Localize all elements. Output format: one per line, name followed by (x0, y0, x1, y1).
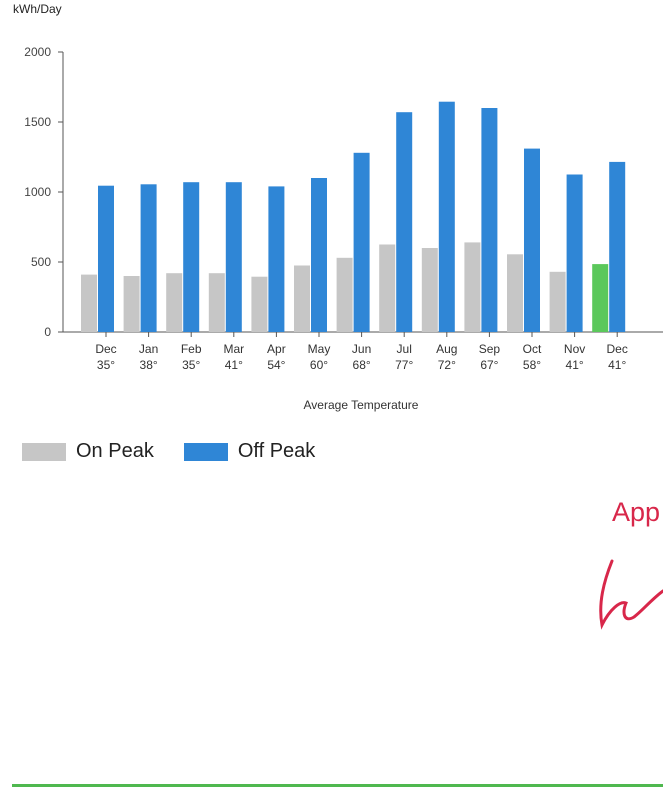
x-tick-label-temperature: 54° (267, 358, 285, 372)
legend-swatch-on-peak (22, 442, 66, 461)
x-tick-label-temperature: 41° (225, 358, 243, 372)
y-tick-label: 1000 (24, 185, 51, 199)
x-tick-label-month: Mar (223, 342, 244, 356)
x-tick-label-month: Aug (436, 342, 457, 356)
signature (599, 559, 663, 630)
bar-on-peak (294, 265, 310, 332)
x-tick-label-month: Dec (607, 342, 628, 356)
bar-on-peak (421, 248, 438, 332)
x-tick-label-temperature: 38° (140, 358, 158, 372)
bar-off-peak (353, 152, 370, 332)
chart: kWh/Day Average Temperature 0 500 1000 1500… (13, 2, 663, 412)
x-tick-label-month: Nov (564, 342, 585, 356)
y-tick-label: 0 (44, 325, 51, 339)
x-tick-labels: Dec 35° Jan 38° Feb 35° Mar 41° Apr 54° May 60° Jun 6… (95, 332, 628, 372)
y-tick-label: 500 (31, 255, 51, 269)
legend-label-on-peak: On Peak (76, 440, 154, 462)
x-tick-label-month: Jul (397, 342, 412, 356)
legend: On Peak Off Peak (22, 440, 345, 463)
bar-off-peak (524, 148, 540, 332)
y-tick-label: 2000 (24, 45, 51, 59)
legend-item-off-peak: Off Peak (183, 440, 316, 463)
bar-off-peak (481, 108, 498, 332)
bar-on-peak (123, 276, 140, 332)
x-axis-label: Average Temperature (304, 398, 419, 412)
bar-on-peak (379, 244, 396, 332)
x-tick-label-temperature: 58° (523, 358, 541, 372)
bar-off-peak (140, 184, 157, 332)
x-tick-label-month: Jan (139, 342, 158, 356)
bar-off-peak (183, 182, 200, 332)
y-tick-label: 1500 (24, 115, 51, 129)
x-tick-label-temperature: 67° (480, 358, 498, 372)
bar-on-peak (592, 264, 609, 332)
x-tick-label-temperature: 72° (438, 358, 456, 372)
x-tick-label-temperature: 60° (310, 358, 328, 372)
bar-off-peak (609, 161, 626, 332)
bar-on-peak (208, 273, 225, 332)
x-tick-label-temperature: 41° (608, 358, 626, 372)
x-tick-label-month: Feb (181, 342, 202, 356)
axes: 0 500 1000 1500 2000 (24, 45, 663, 339)
x-tick-label-month: Apr (267, 342, 286, 356)
bar-on-peak (166, 273, 183, 332)
x-tick-label-month: May (308, 342, 331, 356)
bars (81, 101, 626, 332)
y-axis-label: kWh/Day (13, 2, 62, 16)
bar-off-peak (566, 174, 583, 332)
x-tick-label-temperature: 68° (353, 358, 371, 372)
footer-line (12, 784, 663, 787)
x-tick-label-temperature: 35° (97, 358, 115, 372)
x-tick-label-month: Oct (523, 342, 542, 356)
bar-off-peak (225, 182, 242, 332)
bar-on-peak (507, 254, 523, 332)
bar-off-peak (268, 186, 285, 332)
x-tick-label-month: Jun (352, 342, 371, 356)
bar-off-peak (311, 178, 327, 332)
x-tick-label-temperature: 35° (182, 358, 200, 372)
bar-on-peak (251, 276, 268, 332)
legend-label-off-peak: Off Peak (237, 440, 316, 462)
bar-on-peak (81, 274, 97, 332)
approval-stamp-text: App (612, 497, 661, 527)
legend-item-on-peak: On Peak (22, 440, 154, 463)
bar-on-peak (549, 271, 566, 332)
x-tick-label-temperature: 41° (566, 358, 584, 372)
x-tick-label-month: Sep (479, 342, 501, 356)
legend-swatch-off-peak (183, 442, 228, 461)
x-tick-label-month: Dec (95, 342, 116, 356)
x-tick-label-temperature: 77° (395, 358, 413, 372)
bar-on-peak (336, 257, 353, 332)
bar-on-peak (464, 242, 481, 332)
bar-off-peak (98, 185, 114, 332)
bar-off-peak (438, 101, 455, 332)
bar-off-peak (396, 112, 413, 332)
